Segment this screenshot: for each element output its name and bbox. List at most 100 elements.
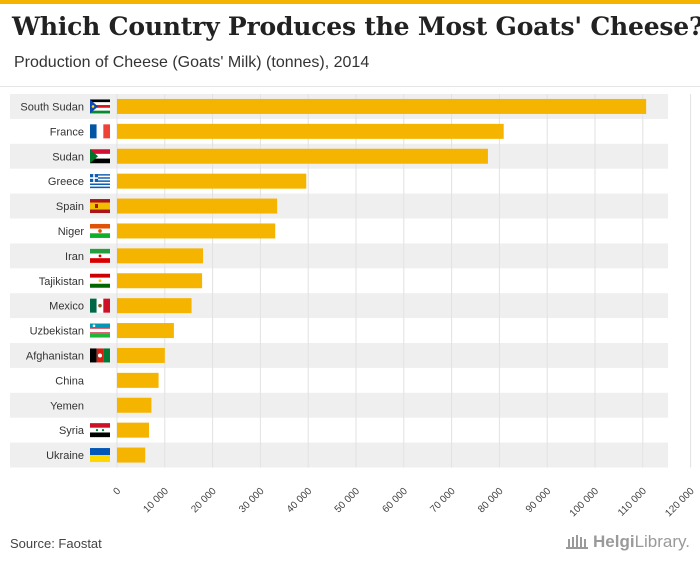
tick-label: 40 000 <box>285 486 315 516</box>
flag-part <box>96 124 104 139</box>
flag-part <box>90 124 97 139</box>
flag-part <box>90 332 110 334</box>
flag-part <box>90 448 110 456</box>
flag-part <box>90 455 110 463</box>
flag-part <box>90 323 110 328</box>
category-label: Yemen <box>50 400 84 412</box>
flag-part <box>90 427 110 433</box>
flag-part <box>90 233 110 238</box>
logo-suffix: Library. <box>634 532 690 551</box>
flag-part <box>98 279 102 283</box>
flag-part <box>95 429 99 432</box>
bar <box>117 223 276 239</box>
category-label: China <box>55 375 85 387</box>
logo-brand: Helgi <box>593 532 635 551</box>
greece-flag <box>90 174 110 189</box>
bar <box>117 397 152 413</box>
flag-part <box>90 177 98 179</box>
tick-label: 30 000 <box>237 486 267 516</box>
flag-part <box>95 204 98 209</box>
category-label: Sudan <box>52 151 84 163</box>
flag-part <box>90 107 110 111</box>
chart-title: Which Country Produces the Most Goats' C… <box>12 12 700 41</box>
iran-flag <box>90 248 110 263</box>
category-label: Afghanistan <box>26 350 84 362</box>
bar <box>117 98 647 114</box>
ukraine-flag <box>90 448 110 463</box>
category-label: Greece <box>48 176 84 188</box>
flag-part <box>103 348 110 363</box>
bar <box>117 273 203 289</box>
niger-flag <box>90 223 110 238</box>
bar <box>117 298 192 314</box>
row-band <box>10 392 668 418</box>
flag-part <box>90 273 110 278</box>
helgilibrary-logo: HelgiLibrary. <box>565 532 690 552</box>
category-label: Mexico <box>49 301 84 313</box>
flag-part <box>90 298 97 313</box>
category-label: Niger <box>58 226 85 238</box>
tick-label: 50 000 <box>333 486 363 516</box>
flag-part <box>92 324 96 328</box>
flag-part <box>90 105 110 108</box>
bar <box>117 148 488 164</box>
flag-part <box>90 174 110 176</box>
tick-label: 100 000 <box>568 486 602 520</box>
flag-part <box>90 175 110 178</box>
flag-part <box>90 223 110 229</box>
flag-part <box>101 429 105 432</box>
tick-label: 0 <box>111 486 123 498</box>
flag-part <box>90 177 110 179</box>
category-label: France <box>50 126 84 138</box>
flag-part <box>90 102 110 106</box>
flag-part <box>91 105 95 108</box>
bar <box>117 447 146 463</box>
bar <box>117 173 307 189</box>
flag-part <box>90 158 110 164</box>
mexico-flag <box>90 298 110 313</box>
flag-part <box>90 328 110 333</box>
flag-part <box>98 254 102 258</box>
spain-flag <box>90 199 110 214</box>
bar-chart: South Sudan France Sudan Greece Spain Niger Ir… <box>10 94 697 520</box>
flag-part <box>103 298 110 313</box>
tick-label: 120 000 <box>663 486 697 520</box>
category-label: South Sudan <box>20 101 84 113</box>
flag-part <box>90 333 110 338</box>
flag-part <box>90 327 110 329</box>
flag-part <box>90 348 97 363</box>
flag-part <box>90 258 110 263</box>
flag-part <box>90 178 110 181</box>
flag-part <box>90 432 110 438</box>
flag-part <box>90 153 110 159</box>
flag-part <box>90 186 110 189</box>
flag-part <box>90 180 110 182</box>
afghanistan-flag <box>90 348 110 363</box>
tick-label: 80 000 <box>476 486 506 516</box>
header-divider <box>0 86 700 87</box>
tajikistan-flag <box>90 273 110 288</box>
flag-part <box>90 149 110 154</box>
category-label: Tajikistan <box>39 276 84 288</box>
flag-part <box>90 183 110 186</box>
bar <box>117 248 204 264</box>
flag-part <box>90 185 110 187</box>
bar <box>117 323 174 339</box>
bar <box>117 123 504 139</box>
flag-part <box>90 248 110 254</box>
bar <box>117 422 150 438</box>
france-flag <box>90 124 110 139</box>
flag-part <box>98 303 102 308</box>
flag-part <box>90 110 110 114</box>
sudan-flag <box>90 149 110 164</box>
flag-part <box>103 124 110 139</box>
category-label: Uzbekistan <box>30 326 84 338</box>
flag-part <box>90 423 110 428</box>
top-accent-bar <box>0 0 700 4</box>
chart-subtitle: Production of Cheese (Goats' Milk) (tonn… <box>14 54 370 71</box>
tick-label: 10 000 <box>142 486 172 516</box>
bar <box>117 347 165 363</box>
source-note: Source: Faostat <box>10 536 102 551</box>
tick-label: 20 000 <box>189 486 219 516</box>
flag-part <box>98 229 102 233</box>
